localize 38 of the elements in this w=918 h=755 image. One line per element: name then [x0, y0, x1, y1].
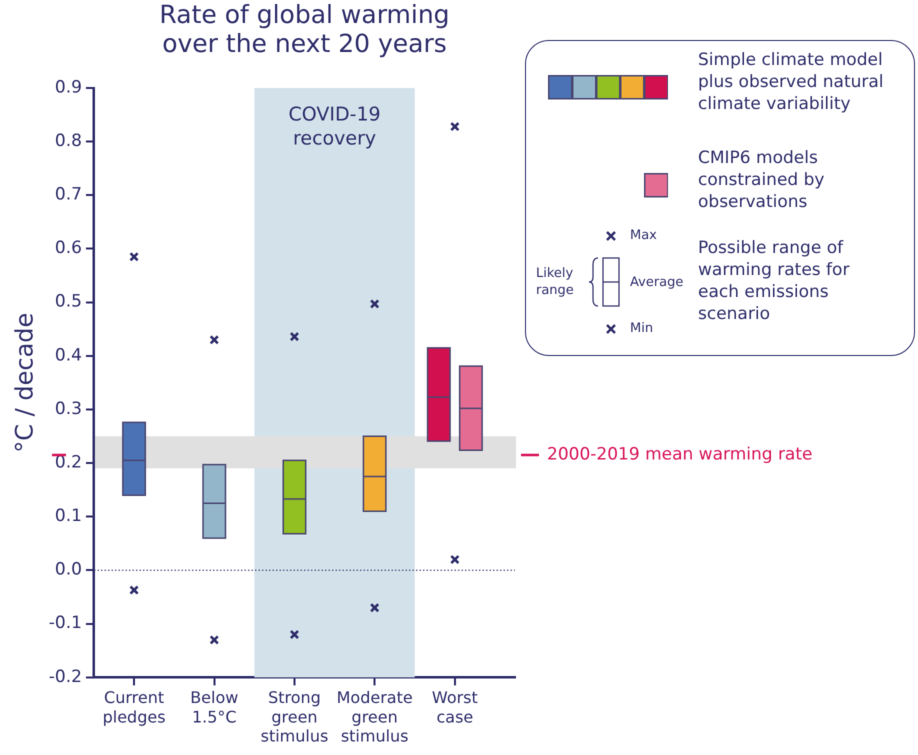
point — [129, 585, 139, 595]
y-axis-title: °C / decade — [10, 312, 39, 453]
y-tick-label: 0.5 — [54, 292, 82, 312]
point — [209, 335, 220, 345]
x-tick-label: Below 1.5°C — [190, 688, 238, 726]
y-tick-label: 0.2 — [54, 452, 82, 472]
text: Likely range — [536, 265, 575, 299]
y-tick-label: 0.0 — [54, 560, 82, 580]
chart-title: Rate of global warming over the next 20 years — [159, 0, 450, 58]
x-tick-label: Current pledges — [102, 688, 166, 726]
x-tick-label: Strong green stimulus — [260, 688, 328, 746]
point — [209, 635, 220, 645]
y-tick-label: 0.9 — [54, 77, 82, 98]
y-tick-label: 0.1 — [54, 506, 82, 526]
y-tick-label: -0.1 — [48, 613, 82, 634]
point — [290, 630, 300, 640]
legend-label: Simple climate model plus observed natural climate variability — [698, 49, 885, 115]
y-tick-label: 0.7 — [54, 184, 82, 205]
y-tick-label: -0.2 — [48, 666, 82, 687]
legend-label: Max — [630, 227, 657, 244]
point — [370, 299, 380, 309]
x-tick-label: Worst case — [432, 688, 478, 726]
point — [370, 602, 380, 613]
y-tick-label: 0.4 — [54, 345, 82, 366]
band-label: COVID-19 recovery — [288, 103, 381, 150]
legend-label: CMIP6 models constrained by observations — [698, 147, 826, 213]
ref-line-label: 2000-2019 mean warming rate — [547, 444, 812, 464]
point — [450, 122, 460, 132]
x-tick-label: Moderate green stimulus — [336, 688, 413, 746]
text: Average — [630, 274, 684, 291]
point — [450, 554, 460, 564]
legend-label: Min — [630, 320, 654, 337]
y-tick-label: 0.8 — [54, 131, 82, 152]
point — [290, 332, 300, 342]
point — [129, 252, 139, 262]
text: Possible range of warming rates for each emissions scenario — [698, 237, 850, 325]
y-tick-label: 0.6 — [54, 238, 82, 258]
y-tick-label: 0.3 — [54, 398, 82, 419]
